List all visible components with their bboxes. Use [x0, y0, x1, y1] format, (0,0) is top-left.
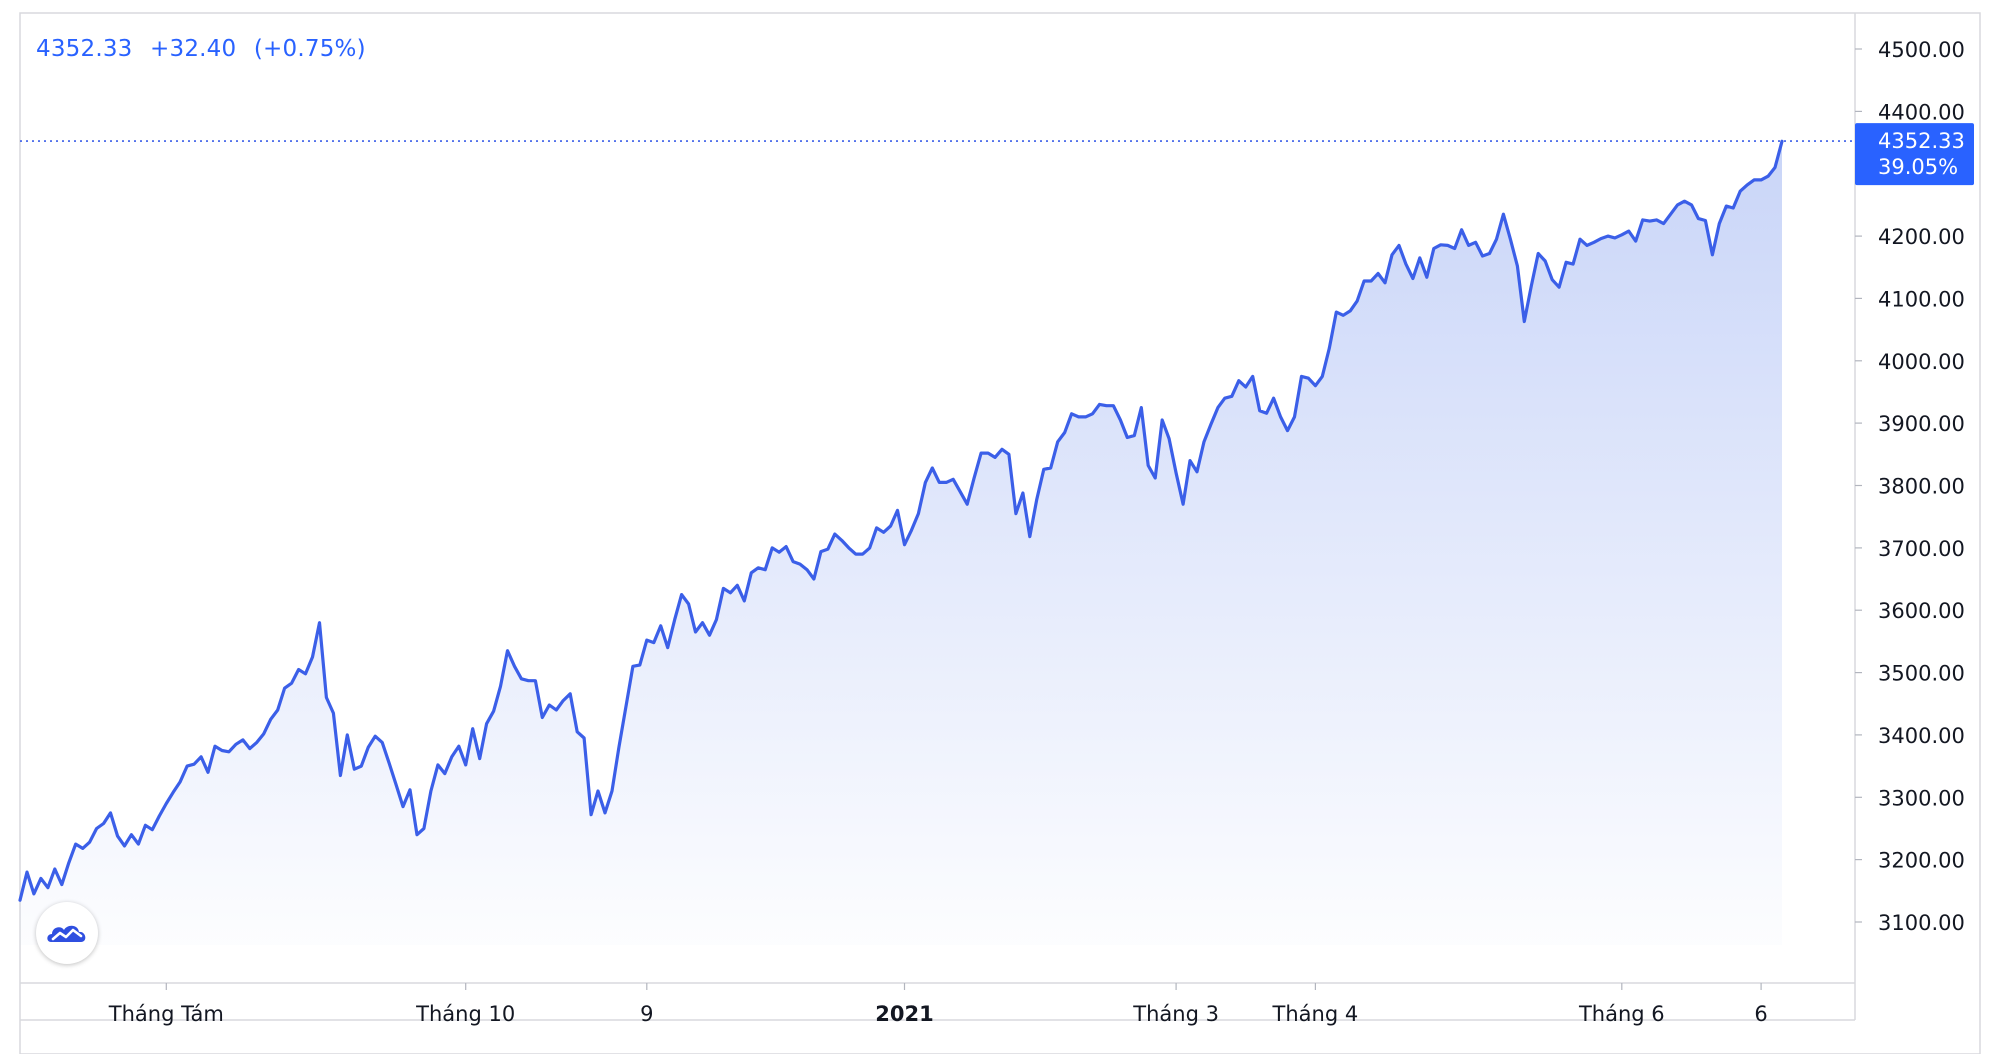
legend-change-pct: (+0.75%) — [253, 36, 366, 62]
x-tick-label: Tháng Tám — [108, 1002, 224, 1026]
y-tick-label: 3200.00 — [1878, 849, 1965, 873]
x-tick-label: Tháng 6 — [1578, 1002, 1665, 1026]
legend-price: 4352.33 — [36, 36, 133, 62]
chart-border — [19, 12, 1981, 1054]
series-area — [20, 141, 1782, 946]
area-layer — [20, 141, 1782, 946]
y-tick-label: 3500.00 — [1878, 662, 1965, 686]
cloud-chart-icon — [47, 925, 86, 942]
price-legend: 4352.33 +32.40 (+0.75%) — [36, 36, 376, 62]
legend-change: +32.40 — [150, 36, 237, 62]
x-tick-label: Tháng 3 — [1132, 1002, 1219, 1026]
x-tick-label: Tháng 4 — [1272, 1002, 1359, 1026]
x-tick-label: 9 — [640, 1002, 653, 1026]
y-tick-label: 3800.00 — [1878, 475, 1965, 499]
x-tick-label: Tháng 10 — [415, 1002, 515, 1026]
y-tick-label: 4100.00 — [1878, 287, 1965, 311]
x-tick-label: 2021 — [875, 1002, 933, 1026]
price-tag — [1855, 123, 1974, 186]
series-line — [18, 139, 1784, 902]
line-layer — [18, 139, 1855, 902]
y-tick-label: 3600.00 — [1878, 599, 1965, 623]
y-tick-label: 4400.00 — [1878, 100, 1965, 124]
price-tag-value: 4352.33 — [1878, 129, 1965, 153]
y-tick-label: 4500.00 — [1878, 38, 1965, 62]
y-tick-label: 3900.00 — [1878, 412, 1965, 436]
y-tick-label: 3100.00 — [1878, 911, 1965, 935]
x-tick-label: 6 — [1754, 1002, 1767, 1026]
y-tick-label: 3300.00 — [1878, 786, 1965, 810]
x-axis: Tháng Tám Tháng 10 9 2021 Tháng 3 Tháng 4 Thán… — [108, 983, 1768, 1026]
tradingview-logo-button[interactable] — [36, 902, 98, 964]
y-tick-label: 3400.00 — [1878, 724, 1965, 748]
price-tag-pct: 39.05% — [1878, 155, 1958, 179]
y-tick-label: 3700.00 — [1878, 537, 1965, 561]
y-tick-label: 4000.00 — [1878, 350, 1965, 374]
y-tick-label: 4200.00 — [1878, 225, 1965, 249]
y-axis: 4500.00 4400.00 4200.00 4100.00 4000.00 3900.… — [1855, 38, 1965, 935]
